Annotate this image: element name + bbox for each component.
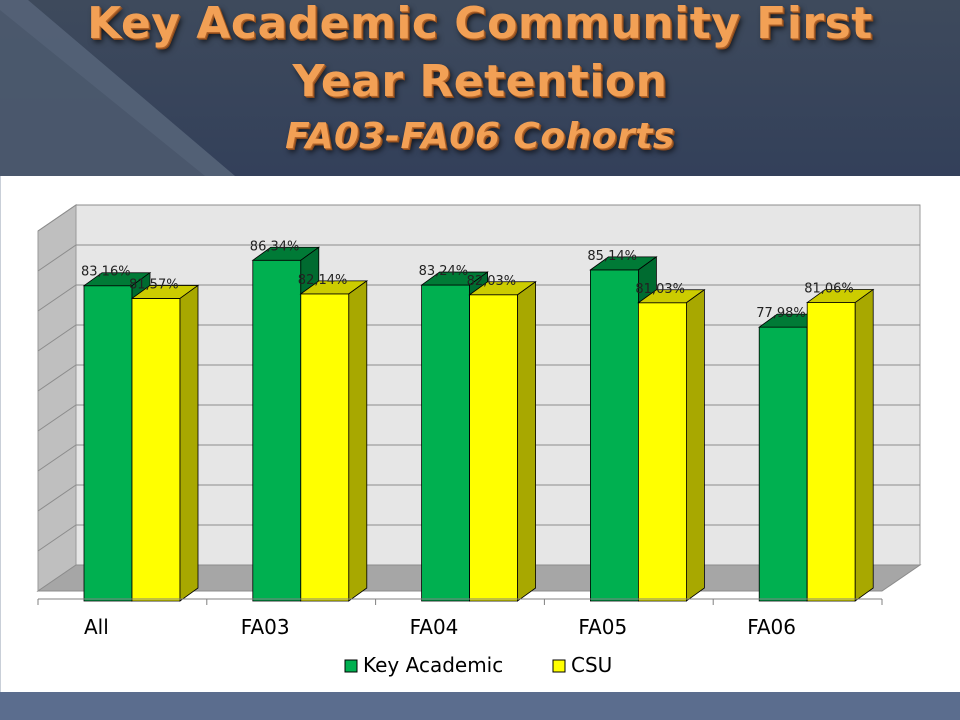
data-label: 81,57%: [129, 277, 179, 292]
slide-edge: [0, 176, 1, 692]
chart-data-labels: 83,16%81,57% 86,34% 82,14% 83,24%82,03% 85,1…: [81, 239, 854, 321]
x-tick-label: FA06: [747, 615, 796, 639]
bar-csu-side: [517, 280, 536, 602]
x-tick-label: FA03: [241, 615, 290, 639]
title-line-1: Key Academic Community First: [87, 0, 873, 49]
data-label: 81,06%: [804, 282, 854, 297]
data-label: 81,03%: [635, 282, 685, 297]
x-tick-label: FA04: [410, 615, 459, 639]
bar-key-academic: [590, 269, 639, 602]
bar-csu: [300, 293, 350, 602]
bar-key-academic: [252, 259, 302, 602]
title-subtitle: FA03-FA06 Cohorts: [285, 116, 675, 157]
x-tick-label: FA05: [578, 615, 627, 639]
legend-swatch-csu: [552, 659, 566, 673]
legend-swatch-key-academic: [344, 659, 358, 673]
bar-key-academic: [421, 284, 471, 602]
title-line-2: Year Retention: [292, 56, 668, 107]
data-label: 82,03%: [467, 274, 517, 289]
data-label: 83,24%: [419, 264, 469, 279]
bar-csu: [131, 298, 181, 602]
gridline: [37, 204, 920, 232]
data-label: 77,98%: [756, 306, 806, 321]
side-wall: [37, 204, 77, 592]
bar-csu-side: [348, 280, 368, 602]
slide-header: Key Academic Community First Year Retent…: [0, 0, 960, 176]
header-bevel-decoration: [0, 0, 235, 176]
retention-chart: 83,16%81,57% 86,34% 82,14% 83,24%82,03% 85,1…: [36, 204, 922, 677]
bar-key-academic: [758, 326, 808, 602]
bar-csu-side: [179, 284, 199, 602]
bar-csu: [469, 294, 519, 602]
legend-label-key-academic: Key Academic: [363, 653, 503, 677]
bar-csu-side: [854, 288, 874, 602]
chart-x-axis: All FA03 FA04 FA05 FA06: [37, 598, 883, 639]
slide-footer-bar: [0, 692, 960, 720]
data-label: 83,16%: [81, 265, 131, 280]
data-label: 86,34%: [250, 239, 300, 254]
bar-key-academic: [83, 285, 133, 602]
data-label: 82,14%: [298, 273, 348, 288]
legend-label-csu: CSU: [571, 653, 612, 677]
bar-csu: [638, 302, 687, 602]
data-label: 85,14%: [587, 249, 637, 264]
chart-legend: Key Academic CSU: [344, 653, 612, 677]
gridline: [37, 244, 920, 272]
bar-csu: [806, 302, 856, 602]
x-tick-label: All: [84, 615, 109, 639]
bar-csu-side: [686, 288, 705, 602]
chart-bars: [82, 246, 875, 602]
